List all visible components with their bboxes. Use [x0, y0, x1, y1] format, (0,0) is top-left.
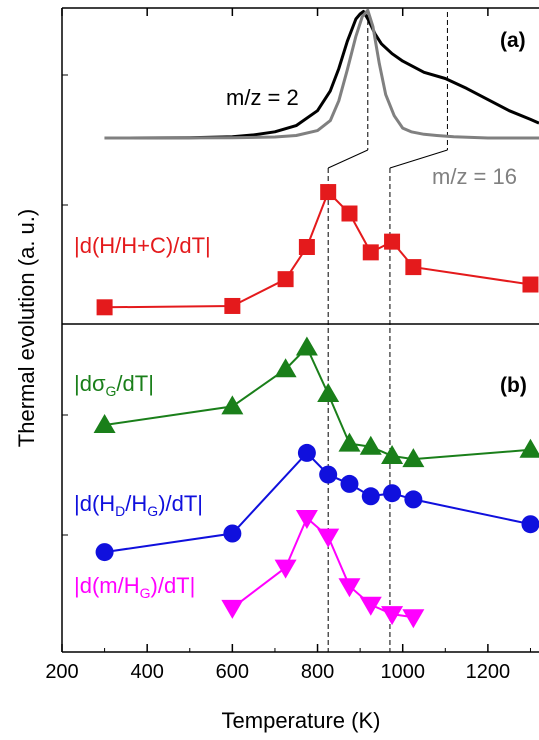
connector-1	[327, 149, 368, 169]
panel-b-series-1-point-1300	[521, 515, 539, 534]
panel-a-series-0-point-1025	[405, 259, 422, 276]
panel-a-series-0-point-975	[384, 233, 401, 250]
panel-b-series-0-point-600	[221, 395, 244, 415]
panel-b-series-0-line	[104, 345, 531, 461]
panel-b-series-0-point-725	[274, 358, 297, 378]
panel-a-series-0-point-925	[362, 244, 379, 261]
panel-b-series-2-point-825	[317, 528, 340, 548]
panel-a-series-0-point-300	[96, 299, 113, 316]
panel-b-series-0-point-825	[317, 383, 340, 402]
panel-a-series-0-point-600	[224, 297, 241, 314]
panel-b-series-1-point-600	[223, 524, 242, 543]
panel-b-series-1-point-1025	[404, 490, 423, 509]
guide-lines	[327, 12, 448, 652]
panel-b-series-2-point-875	[338, 578, 361, 598]
panel-a-series-0-point-775	[298, 239, 315, 255]
plot-frame	[61, 7, 539, 653]
mass-spectrometry-curves	[104, 8, 539, 140]
series-label-m-hg: |d(m/HG)/dT|	[74, 573, 195, 601]
y-axis-title: Thermal evolution (a. u.)	[14, 209, 39, 447]
series-label-h-hc: |d(H/H+C)/dT|	[74, 233, 211, 258]
x-tick-label-800: 800	[301, 661, 334, 683]
panel-b-series-1-point-300	[95, 543, 114, 562]
panel-b-series-2-point-600	[221, 599, 244, 619]
panel-b-series-2-point-925	[359, 596, 382, 616]
x-tick-label-1200: 1200	[466, 661, 511, 683]
ms-curve-1	[104, 8, 539, 140]
panel-b-series-2-point-725	[274, 559, 297, 579]
series-label-hd-hg: |d(HD/HG)/dT|	[74, 491, 203, 519]
x-tick-label-400: 400	[130, 661, 163, 683]
panel-b-series-2-point-1025	[402, 609, 425, 629]
panel-b-tag: (b)	[500, 374, 527, 397]
x-tick-label-600: 600	[216, 661, 249, 683]
panel-b-series-0-point-925	[359, 435, 382, 455]
panel-b-series-0-point-1300	[519, 438, 539, 458]
panel-a-tag: (a)	[500, 29, 526, 52]
series-label-sigma-g: |dσG/dT|	[74, 371, 154, 399]
ms-label-mz2: m/z = 2	[226, 85, 299, 110]
x-tick-label-200: 200	[45, 661, 78, 683]
panel-a-series-0-point-725	[277, 271, 294, 288]
panel-b-series-1-point-875	[340, 474, 359, 493]
x-axis-ticks: 200 400 600 800 1000 1200	[45, 8, 531, 683]
panel-b-series-0-point-775	[295, 336, 318, 356]
x-tick-label-1000: 1000	[380, 661, 425, 683]
panel-a-series-0-line	[104, 190, 531, 309]
panel-b-series-0-point-1025	[402, 448, 425, 468]
panel-b-series-1-point-925	[361, 487, 380, 506]
panel-a-series-0-point-875	[341, 205, 358, 222]
panel-b-series-0-point-300	[93, 414, 116, 433]
panel-b-series-2-point-975	[381, 606, 404, 626]
x-axis-title: Temperature (K)	[222, 708, 381, 733]
panel-b-series-2-point-775	[295, 510, 318, 529]
panel-b-series-0-point-975	[381, 445, 404, 464]
ms-label-mz16: m/z = 16	[432, 164, 517, 189]
panel-a-series-0-point-825	[320, 184, 337, 201]
panel-b-series-1-point-775	[297, 443, 316, 462]
connector-2	[389, 149, 448, 169]
panel-b-series-0-point-875	[338, 432, 361, 452]
panel-b-series-1-point-975	[383, 484, 402, 503]
ms-curve-0	[104, 10, 539, 140]
series-markers	[93, 184, 539, 629]
panel-b-series-1-point-825	[319, 465, 338, 484]
panel-a-series-0-point-1300	[522, 276, 539, 293]
